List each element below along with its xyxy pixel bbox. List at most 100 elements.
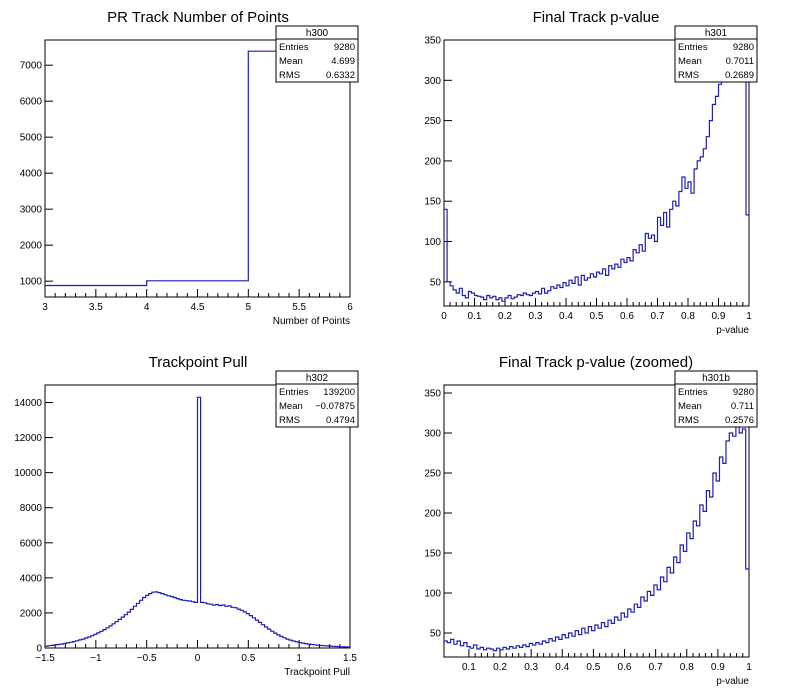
chart-title: Final Track p-value — [533, 9, 660, 26]
panel-h300: PR Track Number of Points 3 3.5 4 4.5 5 5.5 6 10… — [20, 9, 359, 327]
y-tick-label: 3000 — [20, 205, 43, 216]
x-tick-label: 5.5 — [292, 302, 306, 313]
stats-box: h302 Entries 139200 Mean −0.07875 RMS 0.4794 — [275, 370, 359, 428]
y-tick-label: 12000 — [14, 433, 42, 444]
panel-h301: Final Track p-value 0 0.1 0.2 0.3 0.4 0.5 0.6 0.… — [424, 9, 758, 336]
x-tick-label: 3.5 — [89, 302, 103, 313]
x-tick-label: 0.9 — [711, 662, 725, 673]
y-tick-label: 2000 — [20, 241, 43, 252]
stats-box: h300 Entries 9280 Mean 4.699 RMS 0.6332 — [275, 25, 359, 83]
x-tick-label: −1 — [90, 653, 102, 664]
x-tick-label: 0.7 — [651, 311, 665, 322]
y-tick-label: 200 — [424, 156, 441, 167]
stats-box-border — [275, 370, 359, 428]
stats-row-value: 0.4794 — [326, 415, 355, 426]
x-tick-label: 0 — [441, 311, 447, 322]
stats-row-value: 0.7011 — [726, 56, 754, 67]
x-tick-label: 1 — [746, 662, 752, 673]
y-tick-label: 50 — [430, 629, 442, 640]
stats-row-label: RMS — [678, 415, 699, 426]
y-tick-label: 250 — [424, 116, 441, 127]
plot-frame — [443, 384, 750, 658]
x-axis-label: p-value — [716, 676, 749, 687]
x-tick-label: 4 — [144, 302, 150, 313]
x-tick-label: 0.5 — [241, 653, 255, 664]
y-tick-label: 2000 — [20, 608, 43, 619]
x-tick-label: 0.7 — [649, 662, 663, 673]
y-tick-label: 350 — [424, 36, 441, 47]
stats-row-label: Entries — [279, 387, 309, 398]
x-tick-label: 6 — [347, 302, 353, 313]
y-tick-label: 350 — [424, 389, 441, 400]
stats-row-value: 9280 — [733, 387, 754, 398]
x-tick-label: 4.5 — [191, 302, 205, 313]
stats-box-border — [674, 370, 758, 428]
stats-row-value: 0.6332 — [326, 70, 355, 81]
x-axis-label: Number of Points — [273, 316, 350, 327]
stats-row-value: 0.2576 — [725, 415, 754, 426]
x-tick-label: 0.5 — [586, 662, 600, 673]
y-tick-label: 150 — [424, 549, 441, 560]
x-tick-label: 0.8 — [681, 311, 695, 322]
y-tick-label: 0 — [36, 644, 42, 655]
x-tick-label: 0.1 — [468, 311, 482, 322]
y-tick-label: 150 — [424, 197, 441, 208]
panel-h302: Trackpoint Pull −1.5 −1 −0.5 0 0.5 1 1.5 0 2000 40… — [14, 354, 359, 678]
stats-row-label: RMS — [279, 70, 300, 81]
stats-row-value: 0.2689 — [725, 70, 754, 81]
stats-box: h301 Entries 9280 Mean 0.7011 RMS 0.2689 — [674, 25, 758, 83]
x-tick-label: 0.1 — [462, 662, 476, 673]
stats-row-value: 9280 — [334, 42, 355, 53]
stats-box-name: h301 — [705, 28, 728, 39]
stats-row-value: 9280 — [733, 42, 754, 53]
y-tick-label: 100 — [424, 589, 441, 600]
x-tick-label: 1 — [746, 311, 752, 322]
x-tick-label: 0.6 — [620, 311, 634, 322]
y-tick-label: 5000 — [20, 133, 43, 144]
stats-row-label: Mean — [279, 401, 303, 412]
y-tick-label: 200 — [424, 509, 441, 520]
stats-row-label: RMS — [678, 70, 699, 81]
stats-row-label: Mean — [678, 56, 702, 67]
y-tick-label: 300 — [424, 76, 441, 87]
stats-row-value: 139200 — [323, 387, 355, 398]
y-tick-label: 50 — [430, 277, 442, 288]
stats-row-label: Mean — [279, 56, 303, 67]
stats-row-value: 0.711 — [731, 401, 754, 412]
y-tick-label: 8000 — [20, 503, 43, 514]
x-tick-label: 1 — [296, 653, 302, 664]
y-tick-label: 300 — [424, 429, 441, 440]
x-tick-label: −0.5 — [137, 653, 157, 664]
stats-box-name: h301b — [702, 373, 730, 384]
stats-box-name: h302 — [306, 373, 329, 384]
x-tick-label: 0.8 — [680, 662, 694, 673]
x-tick-label: 1.5 — [343, 653, 357, 664]
x-axis-label: Trackpoint Pull — [284, 667, 350, 678]
x-tick-label: 0.2 — [498, 311, 512, 322]
stats-row-label: Entries — [279, 42, 309, 53]
y-tick-label: 250 — [424, 469, 441, 480]
stats-box: h301b Entries 9280 Mean 0.711 RMS 0.2576 — [674, 370, 758, 428]
chart-title: Trackpoint Pull — [149, 354, 248, 371]
stats-box-border — [275, 25, 359, 83]
x-tick-label: 5 — [246, 302, 252, 313]
x-tick-label: 0.3 — [524, 662, 538, 673]
x-tick-label: 0.2 — [493, 662, 507, 673]
histogram-series-line — [444, 420, 749, 652]
x-tick-label: 0 — [195, 653, 201, 664]
x-tick-label: 0.3 — [529, 311, 543, 322]
stats-row-value: 4.699 — [331, 56, 355, 67]
stats-row-value: −0.07875 — [315, 401, 355, 412]
histogram-series-line — [45, 396, 350, 648]
y-tick-label: 10000 — [14, 468, 42, 479]
stats-box-border — [674, 25, 758, 83]
panel-h301b: Final Track p-value (zoomed) 0.1 0.2 0.3 0.4… — [424, 354, 758, 687]
histogram-series-line — [45, 50, 350, 287]
y-tick-label: 1000 — [20, 277, 43, 288]
y-tick-label: 4000 — [20, 169, 43, 180]
chart-title: PR Track Number of Points — [107, 9, 289, 26]
y-tick-label: 14000 — [14, 398, 42, 409]
x-axis-label: p-value — [716, 325, 749, 336]
histogram-series-line — [444, 43, 749, 302]
